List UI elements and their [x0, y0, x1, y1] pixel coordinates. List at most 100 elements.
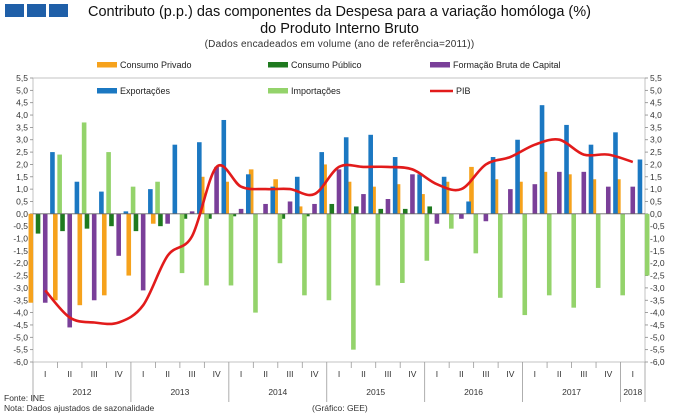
- bar-consumo-publico: [353, 206, 359, 214]
- bar-fbcf: [116, 213, 121, 256]
- bar-consumo-publico: [84, 213, 90, 229]
- bar-exportacoes: [197, 142, 202, 214]
- legend-swatch-fbcf: [430, 62, 450, 68]
- bar-consumo-privado: [395, 184, 401, 214]
- y-tick-label-left: -4,0: [13, 308, 28, 318]
- bar-importacoes: [595, 213, 601, 288]
- bar-exportacoes: [564, 124, 569, 214]
- bar-importacoes: [620, 213, 625, 296]
- bar-fbcf: [630, 186, 636, 214]
- bar-exportacoes: [637, 159, 643, 214]
- bar-fbcf: [287, 201, 293, 214]
- bar-consumo-publico: [207, 213, 212, 219]
- bar-consumo-privado: [469, 166, 474, 214]
- y-tick-label-right: -2,5: [650, 271, 665, 281]
- bar-fbcf: [605, 186, 611, 214]
- bar-importacoes: [326, 213, 332, 301]
- bar-consumo-privado: [126, 213, 132, 276]
- bar-exportacoes: [417, 174, 422, 214]
- chart-title-line2: do Produto Interno Bruto: [260, 21, 419, 37]
- y-tick-label-left: -6,0: [13, 357, 28, 367]
- bar-consumo-privado: [248, 169, 254, 214]
- bar-consumo-publico: [231, 213, 237, 217]
- x-quarter-label: II: [361, 369, 366, 379]
- bar-importacoes: [155, 181, 160, 214]
- bar-exportacoes: [50, 152, 55, 214]
- x-year-label: 2012: [73, 387, 92, 397]
- legend-swatch-consumo-privado: [97, 62, 117, 68]
- bar-consumo-privado: [53, 213, 58, 301]
- bar-exportacoes: [490, 157, 496, 214]
- y-tick-label-left: -5,0: [13, 332, 28, 342]
- y-tick-label-left: 3,5: [16, 122, 28, 132]
- y-tick-label-right: -3,5: [650, 295, 665, 305]
- bar-fbcf: [410, 174, 415, 214]
- legend-swatch-importacoes: [268, 88, 288, 94]
- x-quarter-label: IV: [604, 369, 612, 379]
- bar-importacoes: [130, 186, 136, 214]
- bar-importacoes: [400, 213, 405, 283]
- x-year-label: 2013: [170, 387, 189, 397]
- x-quarter-label: III: [91, 369, 98, 379]
- y-tick-label-right: 0,0: [650, 209, 662, 219]
- bar-consumo-privado: [346, 181, 352, 214]
- bar-exportacoes: [613, 132, 618, 214]
- bar-importacoes: [644, 213, 650, 276]
- bar-importacoes: [57, 154, 62, 214]
- bar-importacoes: [449, 213, 454, 229]
- bar-consumo-privado: [518, 181, 523, 214]
- bar-consumo-privado: [542, 171, 548, 214]
- y-tick-label-right: -1,5: [650, 246, 665, 256]
- bar-fbcf: [459, 213, 464, 219]
- bar-fbcf: [263, 203, 268, 214]
- x-quarter-label: I: [632, 369, 634, 379]
- bar-exportacoes: [343, 137, 349, 214]
- bar-consumo-privado: [77, 213, 83, 306]
- x-quarter-label: III: [580, 369, 587, 379]
- bar-importacoes: [497, 213, 503, 298]
- x-quarter-label: I: [436, 369, 438, 379]
- legend-label-consumo-publico: Consumo Público: [291, 60, 362, 70]
- bar-importacoes: [204, 213, 209, 286]
- bar-fbcf: [238, 208, 244, 214]
- bar-fbcf: [189, 211, 195, 214]
- bar-importacoes: [351, 213, 356, 350]
- x-quarter-label: III: [384, 369, 391, 379]
- bar-fbcf: [483, 213, 489, 222]
- legend-label-consumo-privado: Consumo Privado: [120, 60, 192, 70]
- y-tick-label-right: 0,5: [650, 196, 662, 206]
- y-tick-label-left: -3,0: [13, 283, 28, 293]
- logo-block: [49, 4, 68, 17]
- y-tick-label-right: 4,5: [650, 98, 662, 108]
- y-tick-label-left: 2,5: [16, 147, 28, 157]
- y-tick-label-left: 1,5: [16, 172, 28, 182]
- bar-importacoes: [228, 213, 234, 286]
- bar-consumo-publico: [427, 206, 433, 214]
- bar-exportacoes: [270, 186, 276, 214]
- bar-fbcf: [214, 166, 219, 214]
- bar-consumo-privado: [591, 179, 597, 214]
- bar-consumo-publico: [280, 213, 286, 219]
- bar-consumo-publico: [182, 213, 188, 219]
- bar-importacoes: [546, 213, 552, 296]
- bar-fbcf: [42, 213, 48, 303]
- bar-consumo-privado: [493, 179, 499, 214]
- y-tick-label-right: -4,5: [650, 320, 665, 330]
- bar-fbcf: [532, 184, 538, 214]
- bar-exportacoes: [539, 105, 545, 214]
- y-tick-label-left: 5,5: [16, 73, 28, 83]
- x-year-label: 2015: [366, 387, 385, 397]
- y-tick-label-left: 5,0: [16, 85, 28, 95]
- y-tick-label-left: -4,5: [13, 320, 28, 330]
- bar-fbcf: [67, 213, 73, 328]
- x-year-label: 2014: [268, 387, 287, 397]
- bar-consumo-publico: [305, 213, 310, 217]
- y-tick-label-right: -2,0: [650, 258, 665, 268]
- bar-consumo-privado: [444, 181, 450, 214]
- bar-fbcf: [361, 194, 366, 214]
- bar-fbcf: [165, 213, 170, 224]
- bar-importacoes: [81, 122, 87, 214]
- y-tick-label-right: 2,0: [650, 159, 662, 169]
- bar-exportacoes: [74, 181, 80, 214]
- bar-fbcf: [385, 199, 391, 214]
